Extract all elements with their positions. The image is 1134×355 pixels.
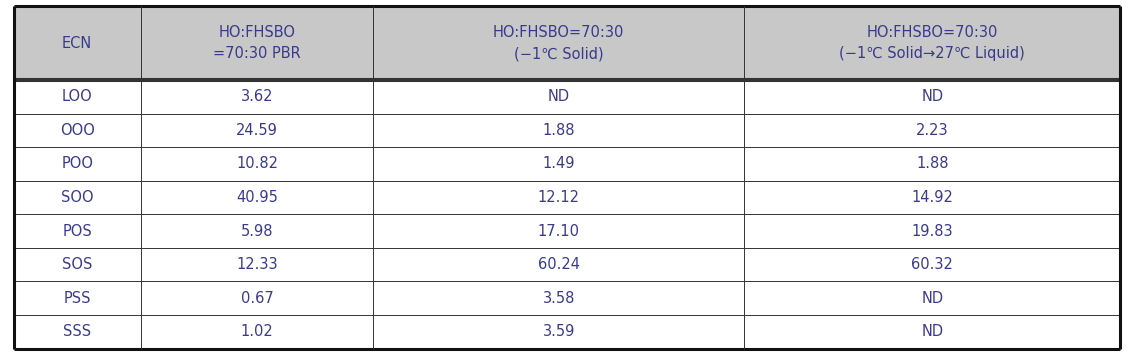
Bar bbox=[141, 248, 373, 282]
Text: HO:FHSBO=70:30
(−1℃ Solid): HO:FHSBO=70:30 (−1℃ Solid) bbox=[493, 25, 625, 61]
Text: 14.92: 14.92 bbox=[912, 190, 954, 205]
Text: SOO: SOO bbox=[61, 190, 94, 205]
Text: 1.88: 1.88 bbox=[916, 157, 948, 171]
Bar bbox=[373, 147, 744, 181]
Text: 40.95: 40.95 bbox=[236, 190, 278, 205]
Text: ND: ND bbox=[921, 291, 943, 306]
Bar bbox=[141, 114, 373, 147]
Bar bbox=[141, 282, 373, 315]
Bar bbox=[141, 315, 373, 349]
Bar bbox=[744, 80, 1120, 114]
Text: 2.23: 2.23 bbox=[916, 123, 948, 138]
Text: 60.32: 60.32 bbox=[912, 257, 954, 272]
Bar bbox=[744, 147, 1120, 181]
Bar bbox=[744, 214, 1120, 248]
Text: HO:FHSBO
=70:30 PBR: HO:FHSBO =70:30 PBR bbox=[213, 25, 301, 61]
Text: 5.98: 5.98 bbox=[240, 224, 273, 239]
Text: SSS: SSS bbox=[64, 324, 92, 339]
Text: 24.59: 24.59 bbox=[236, 123, 278, 138]
Text: HO:FHSBO=70:30
(−1℃ Solid→27℃ Liquid): HO:FHSBO=70:30 (−1℃ Solid→27℃ Liquid) bbox=[839, 25, 1025, 61]
Bar bbox=[141, 80, 373, 114]
Bar bbox=[373, 80, 744, 114]
Bar bbox=[141, 181, 373, 214]
Bar bbox=[744, 181, 1120, 214]
Text: 19.83: 19.83 bbox=[912, 224, 953, 239]
Bar bbox=[14, 282, 141, 315]
Text: 3.62: 3.62 bbox=[240, 89, 273, 104]
Text: 3.59: 3.59 bbox=[542, 324, 575, 339]
Bar bbox=[373, 114, 744, 147]
Bar bbox=[373, 315, 744, 349]
Bar bbox=[373, 181, 744, 214]
Text: 12.33: 12.33 bbox=[236, 257, 278, 272]
Text: ND: ND bbox=[921, 324, 943, 339]
Bar bbox=[373, 282, 744, 315]
Text: 10.82: 10.82 bbox=[236, 157, 278, 171]
Bar bbox=[744, 114, 1120, 147]
Bar bbox=[14, 6, 141, 80]
Bar bbox=[373, 6, 744, 80]
Text: SOS: SOS bbox=[62, 257, 93, 272]
Bar bbox=[14, 181, 141, 214]
Bar bbox=[14, 214, 141, 248]
Text: ND: ND bbox=[921, 89, 943, 104]
Text: 1.49: 1.49 bbox=[542, 157, 575, 171]
Text: PSS: PSS bbox=[64, 291, 91, 306]
Bar bbox=[744, 248, 1120, 282]
Bar bbox=[14, 114, 141, 147]
Bar bbox=[373, 248, 744, 282]
Text: POO: POO bbox=[61, 157, 93, 171]
Text: 3.58: 3.58 bbox=[542, 291, 575, 306]
Text: POS: POS bbox=[62, 224, 92, 239]
Text: ND: ND bbox=[548, 89, 569, 104]
Bar bbox=[744, 315, 1120, 349]
Bar bbox=[744, 6, 1120, 80]
Text: ECN: ECN bbox=[62, 36, 92, 51]
Text: 0.67: 0.67 bbox=[240, 291, 273, 306]
Bar bbox=[14, 248, 141, 282]
Bar bbox=[141, 147, 373, 181]
Text: 17.10: 17.10 bbox=[538, 224, 579, 239]
Bar bbox=[373, 214, 744, 248]
Text: 12.12: 12.12 bbox=[538, 190, 579, 205]
Bar bbox=[141, 214, 373, 248]
Bar bbox=[141, 6, 373, 80]
Bar bbox=[14, 80, 141, 114]
Text: 1.88: 1.88 bbox=[542, 123, 575, 138]
Bar bbox=[744, 282, 1120, 315]
Text: 60.24: 60.24 bbox=[538, 257, 579, 272]
Text: LOO: LOO bbox=[62, 89, 93, 104]
Text: 1.02: 1.02 bbox=[240, 324, 273, 339]
Text: OOO: OOO bbox=[60, 123, 94, 138]
Bar bbox=[14, 147, 141, 181]
Bar bbox=[14, 315, 141, 349]
